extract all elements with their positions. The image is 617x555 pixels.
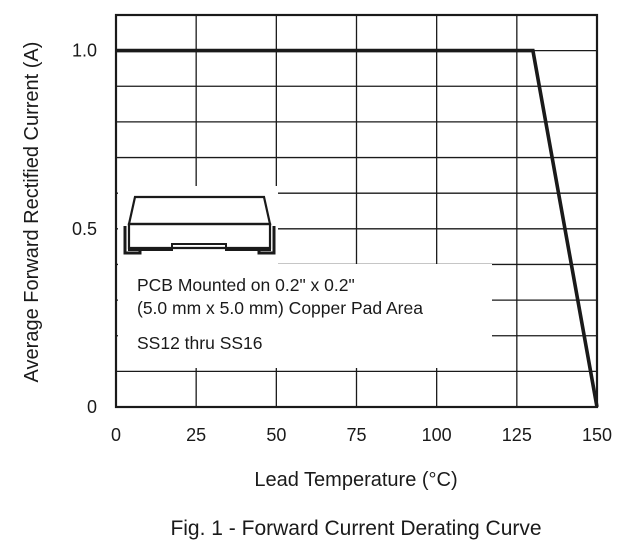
y-axis-label: Average Forward Rectified Current (A) [21, 42, 43, 383]
annotation-line-1: PCB Mounted on 0.2" x 0.2" [137, 275, 355, 295]
annotation-panel [118, 264, 492, 368]
smd-package-outline-icon [118, 186, 278, 264]
x-tick-label: 100 [422, 425, 452, 445]
x-tick-label: 125 [502, 425, 532, 445]
y-tick-label: 1.0 [72, 41, 97, 61]
x-tick-label: 75 [346, 425, 366, 445]
figure-caption: Fig. 1 - Forward Current Derating Curve [170, 517, 541, 540]
derating-curve-line [116, 48, 599, 408]
annotation-line-3: SS12 thru SS16 [137, 333, 263, 353]
y-tick-label: 0.5 [72, 219, 97, 239]
y-tick-label: 0 [87, 397, 97, 417]
y-axis-tick-labels: 0 0.5 1.0 [72, 41, 97, 417]
x-tick-label: 50 [266, 425, 286, 445]
annotation-line-2: (5.0 mm x 5.0 mm) Copper Pad Area [137, 298, 423, 318]
x-axis-tick-labels: 0 25 50 75 100 125 150 [111, 425, 612, 445]
plot-frame [114, 13, 599, 409]
x-tick-label: 25 [186, 425, 206, 445]
x-axis-label: Lead Temperature (°C) [254, 469, 457, 491]
x-tick-label: 0 [111, 425, 121, 445]
x-tick-label: 150 [582, 425, 612, 445]
